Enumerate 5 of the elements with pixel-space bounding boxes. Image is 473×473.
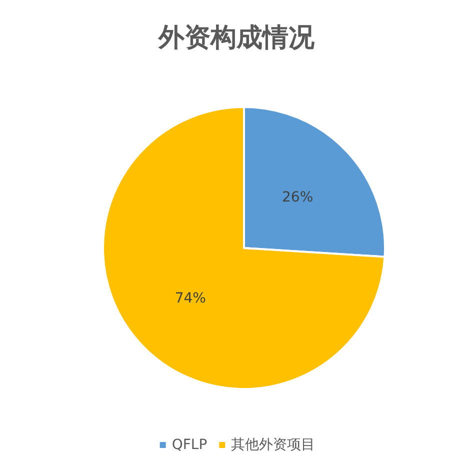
data-label: 26% <box>282 190 314 206</box>
legend-label: 其他外资项目 <box>231 437 316 453</box>
chart-title: 外资构成情况 <box>158 23 316 53</box>
legend-label: QFLP <box>172 437 208 453</box>
data-label: 74% <box>174 290 206 306</box>
